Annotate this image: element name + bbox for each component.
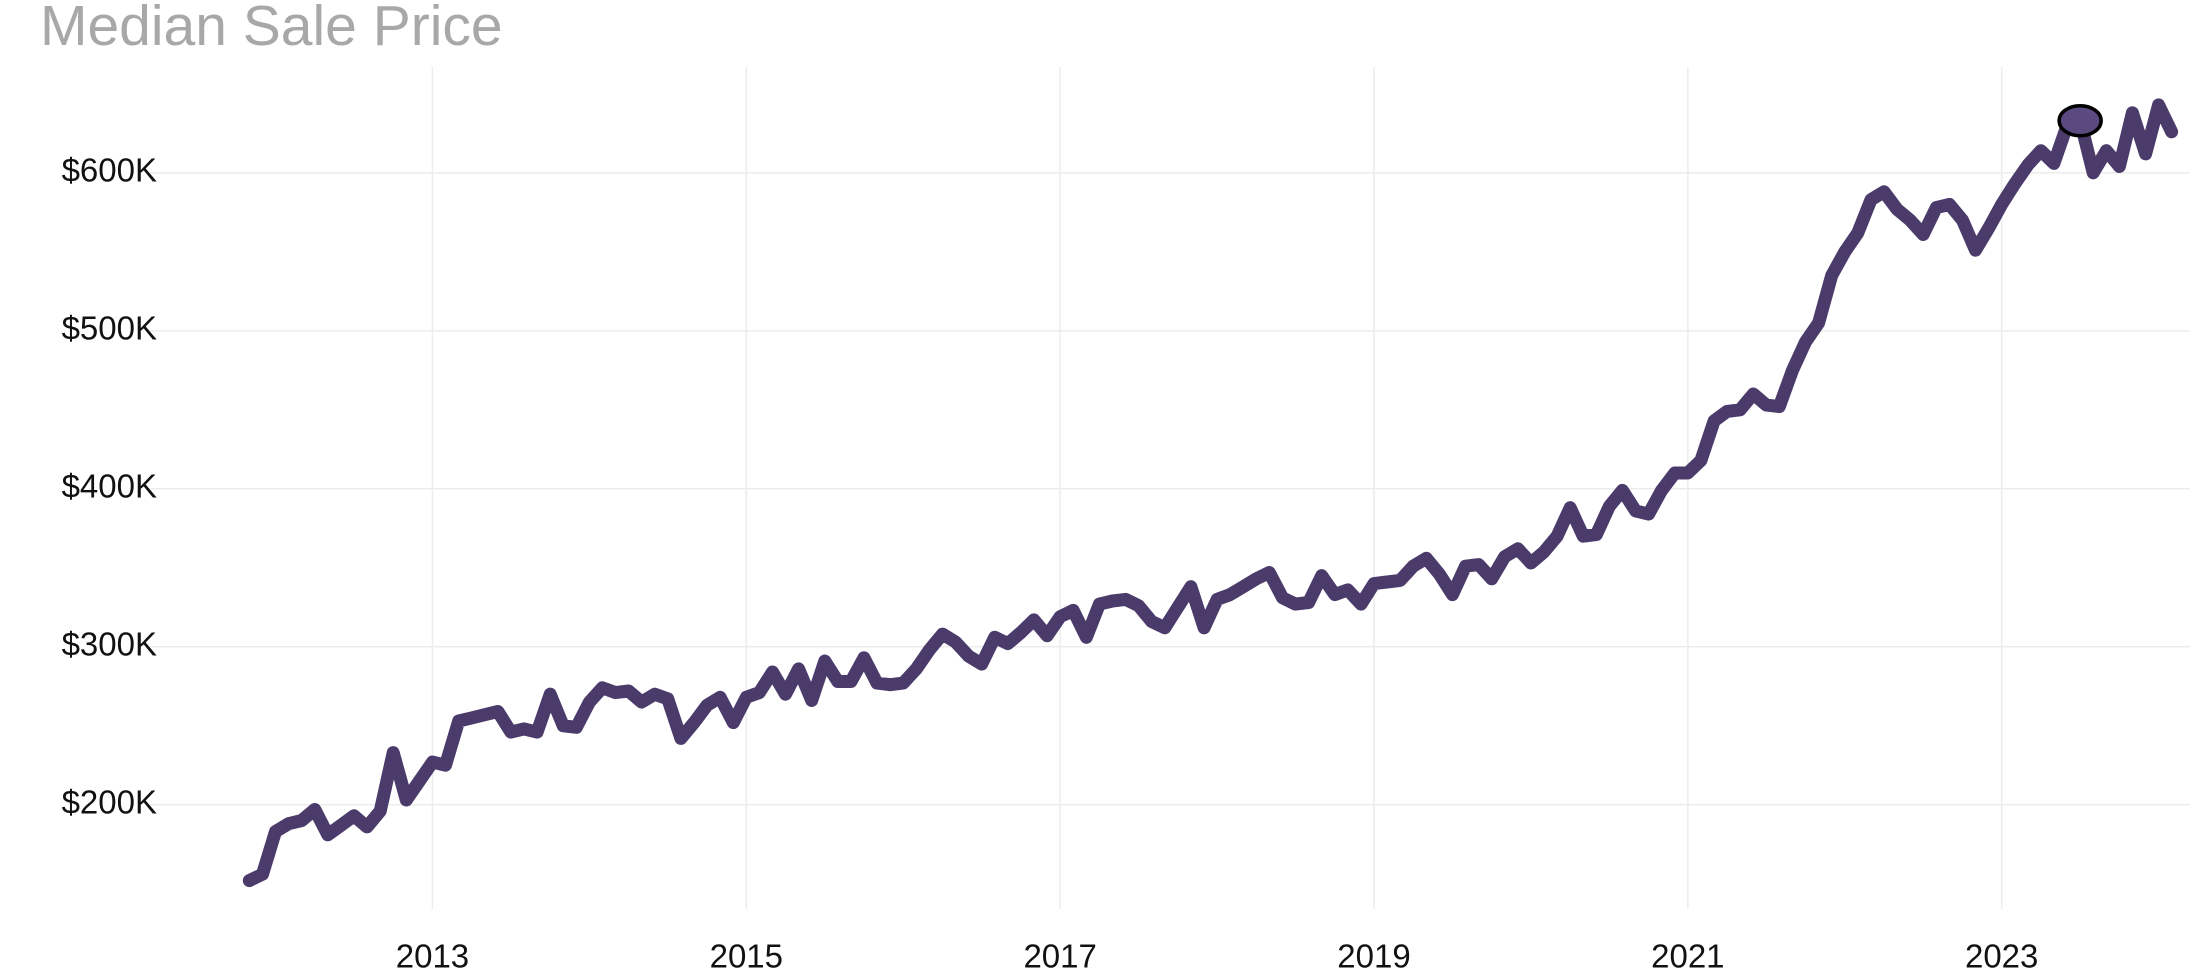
y-tick-label: $500K (62, 310, 157, 347)
x-tick-label: 2015 (710, 938, 783, 973)
y-tick-label: $300K (62, 625, 157, 662)
highlight-point (2057, 103, 2103, 138)
chart-title: Median Sale Price (40, 0, 503, 58)
x-tick-label: 2017 (1023, 938, 1096, 973)
x-tick-label: 2021 (1651, 938, 1724, 973)
x-tick-label: 2023 (1965, 938, 2038, 973)
x-tick-label: 2013 (396, 938, 469, 973)
x-tick-label: 2019 (1337, 938, 1410, 973)
y-tick-label: $200K (62, 783, 157, 820)
price-line (242, 98, 2179, 888)
y-tick-label: $600K (62, 152, 157, 189)
y-tick-label: $400K (62, 468, 157, 505)
